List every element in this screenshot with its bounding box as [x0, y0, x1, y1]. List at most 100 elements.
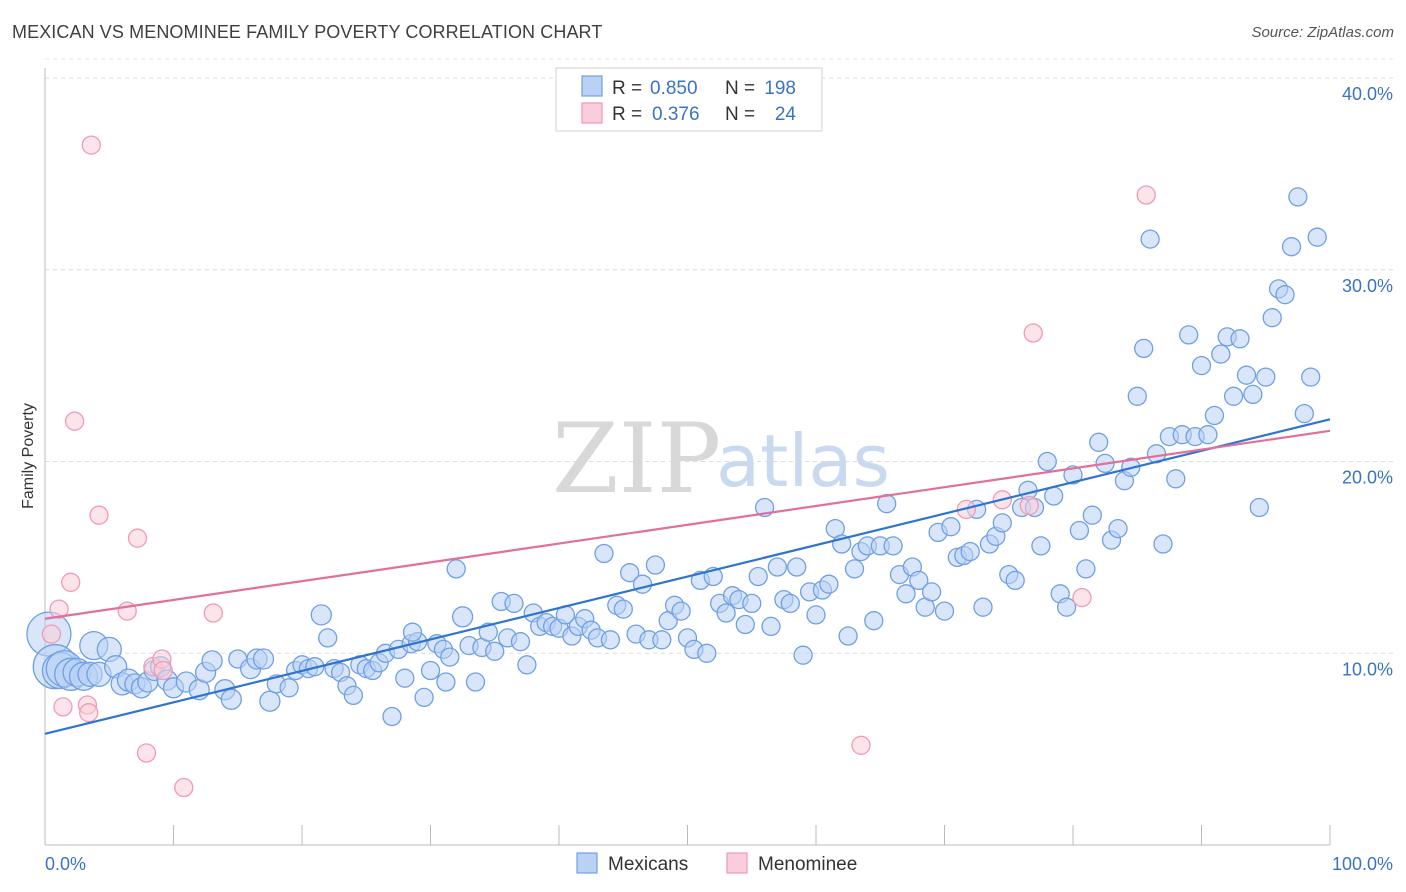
mexicans-point-31 [259, 690, 281, 712]
mexicans-point-135 [934, 601, 955, 621]
stats-n-label-1: N = [725, 78, 755, 99]
mexicans-point-166 [1134, 338, 1154, 359]
mexicans-point-182 [1236, 365, 1257, 385]
mexicans-point-88 [632, 574, 653, 594]
bottom-legend-swatch-mexicans [576, 852, 598, 874]
mexicans-point-90 [645, 555, 666, 575]
y-axis-label: Family Poverty [20, 403, 37, 509]
mexicans-point-38 [310, 604, 332, 626]
mexicans-point-26 [220, 688, 242, 710]
menominee-trend-line [44, 429, 1331, 620]
mexicans-point-39 [318, 628, 338, 648]
menominee-point-17 [851, 735, 871, 755]
mexicans-point-101 [716, 603, 736, 623]
mexicans-point-173 [1179, 325, 1199, 345]
y-tick-label-3: 40.0% [1342, 84, 1393, 104]
bottom-legend-label-menominee: Menominee [758, 854, 857, 875]
mexicans-point-111 [780, 593, 800, 614]
mexicans-point-183 [1243, 384, 1263, 405]
watermark-atlas: atlas [716, 419, 890, 503]
mexicans-point-24 [201, 650, 223, 672]
menominee-point-8 [89, 505, 109, 525]
mexicans-point-94 [671, 601, 691, 621]
stats-r-value-2: 0.376 [652, 104, 700, 125]
mexicans-point-43 [343, 685, 364, 706]
legend-swatch-menominee [581, 102, 603, 124]
y-tick-label-2: 30.0% [1342, 276, 1393, 296]
mexicans-point-55 [420, 660, 441, 681]
stats-r-label-2: R = [612, 104, 642, 125]
menominee-point-22 [1136, 185, 1156, 205]
mexicans-point-104 [735, 614, 755, 635]
mexicans-point-167 [1140, 229, 1160, 249]
mexicans-point-82 [594, 543, 614, 564]
menominee-point-2 [53, 697, 73, 717]
mexicans-trend-line [44, 418, 1331, 735]
stats-n-label-2: N = [725, 104, 755, 125]
stats-r-value-1: 0.850 [650, 78, 698, 99]
stats-legend: R = 0.850 N = 198 R = 0.376 N = 24 [555, 67, 823, 132]
mexicans-point-115 [806, 605, 826, 625]
mexicans-point-178 [1211, 344, 1231, 364]
mexicans-point-180 [1223, 386, 1244, 406]
mexicans-point-162 [1108, 518, 1128, 539]
menominee-point-21 [1072, 587, 1092, 608]
mexicans-point-59 [446, 559, 466, 579]
bottom-legend-swatch-menominee [726, 852, 748, 874]
y-tick-label-1: 20.0% [1342, 468, 1393, 488]
mexicans-point-117 [819, 574, 839, 594]
mexicans-point-192 [1301, 367, 1321, 387]
mexicans-point-124 [864, 611, 884, 631]
mexicans-point-127 [883, 536, 903, 556]
mexicans-point-109 [767, 557, 788, 577]
mexicans-point-144 [992, 513, 1012, 533]
x-tick-label-1: 100.0% [1332, 854, 1393, 874]
mexicans-point-154 [1056, 597, 1077, 617]
bottom-legend-label-mexicans: Mexicans [608, 854, 688, 875]
mexicans-point-131 [909, 570, 929, 591]
mexicans-point-68 [504, 593, 524, 614]
mexicans-point-129 [896, 584, 916, 604]
menominee-point-11 [136, 743, 157, 763]
mexicans-point-185 [1256, 367, 1276, 387]
trend-lines [44, 418, 1331, 735]
watermark-zip: ZIP [552, 403, 721, 515]
axes [44, 68, 1331, 846]
mexicans-point-121 [844, 559, 865, 579]
menominee-point-1 [49, 599, 69, 619]
mexicans-point-156 [1069, 520, 1090, 541]
mexicans-point-86 [620, 563, 640, 583]
mexicans-point-64 [478, 622, 498, 642]
mexicans-point-189 [1281, 237, 1302, 257]
chart-title: MEXICAN VS MENOMINEE FAMILY POVERTY CORR… [12, 22, 603, 42]
x-tick-labels: 0.0% 100.0% [45, 854, 1393, 874]
stats-r-label-1: R = [612, 78, 642, 99]
mexicans-point-177 [1204, 405, 1225, 426]
mexicans-point-141 [973, 597, 993, 617]
menominee-point-20 [1023, 323, 1043, 343]
mexicans-point-30 [252, 648, 275, 670]
menominee-point-10 [127, 528, 148, 548]
mexicans-point-176 [1198, 425, 1218, 445]
menominee-point-0 [41, 624, 62, 644]
y-tick-label-0: 10.0% [1342, 659, 1393, 679]
mexicans-point-54 [414, 687, 434, 708]
mexicans-point-169 [1153, 534, 1173, 554]
mexicans-point-83 [600, 630, 621, 650]
mexicans-point-190 [1288, 187, 1308, 207]
mexicans-point-113 [793, 645, 813, 665]
mexicans-point-136 [941, 517, 961, 537]
mexicans-point-85 [613, 599, 633, 619]
mexicans-point-133 [921, 582, 942, 602]
mexicans-point-120 [838, 626, 858, 646]
menominee-point-4 [64, 411, 85, 431]
mexicans-point-105 [742, 593, 762, 614]
mexicans-point-112 [787, 557, 807, 577]
mexicans-point-157 [1076, 559, 1096, 579]
mexicans-point-108 [761, 616, 781, 637]
mexicans-point-188 [1275, 285, 1295, 305]
mexicans-point-98 [697, 643, 717, 663]
mexicans-point-175 [1191, 355, 1212, 376]
legend-swatch-mexicans [581, 75, 603, 97]
mexicans-point-62 [465, 672, 486, 692]
